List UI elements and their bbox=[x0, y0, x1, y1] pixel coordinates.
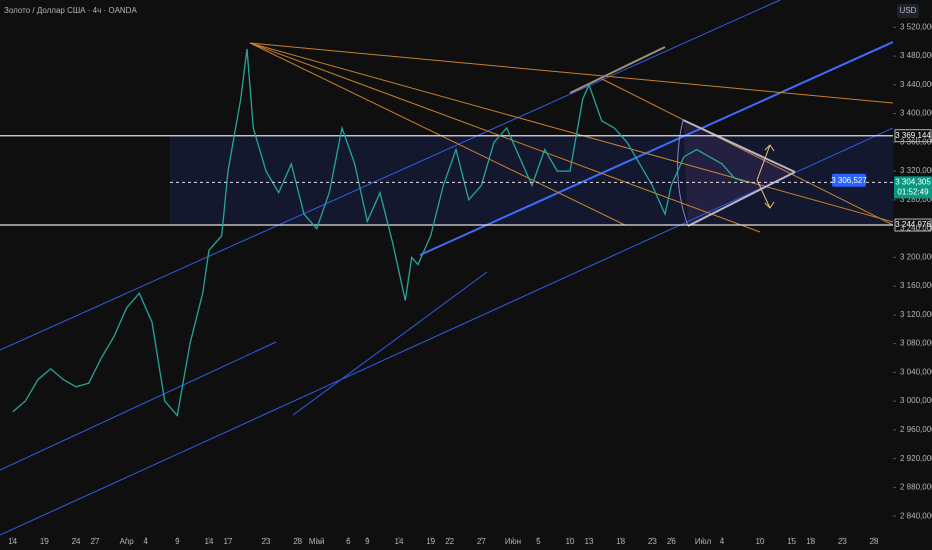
x-tick-label: Май bbox=[309, 537, 325, 546]
current-price-label: 3 304,305 bbox=[895, 177, 931, 186]
x-tick-label: 19 bbox=[40, 537, 49, 546]
x-tick-label: 6 bbox=[346, 537, 351, 546]
y-tick-label: 3 360,000 bbox=[900, 137, 932, 146]
x-tick-label: 23 bbox=[838, 537, 847, 546]
y-tick-label: 3 280,000 bbox=[900, 195, 932, 204]
y-tick-label: 2 880,000 bbox=[900, 483, 932, 492]
trend-line bbox=[249, 42, 894, 223]
alert-label: 3 306,527 bbox=[831, 176, 867, 185]
countdown: 01:52:49 bbox=[897, 187, 929, 196]
y-tick-label: 3 200,000 bbox=[900, 252, 932, 261]
level-label: 3 369,144 bbox=[895, 131, 931, 140]
level-label: 3 244,976 bbox=[895, 220, 931, 229]
x-tick-label: 28 bbox=[293, 537, 302, 546]
x-tick-label: 14 bbox=[395, 537, 404, 546]
alert-box bbox=[832, 173, 866, 187]
x-tick-label: 27 bbox=[477, 537, 486, 546]
trend-line bbox=[569, 46, 666, 94]
x-tick-label: 14 bbox=[8, 537, 17, 546]
drawings bbox=[0, 0, 894, 536]
y-tick-label: 2 920,000 bbox=[900, 454, 932, 463]
channel-line bbox=[0, 127, 894, 536]
x-tick-label: 9 bbox=[175, 537, 180, 546]
y-tick-label: 3 520,000 bbox=[900, 22, 932, 31]
level-label-box bbox=[894, 129, 932, 143]
x-tick-label: 10 bbox=[566, 537, 575, 546]
x-tick-label: 26 bbox=[667, 537, 676, 546]
triangle-line bbox=[682, 119, 796, 173]
x-tick-label: 4 bbox=[720, 537, 725, 546]
underlay bbox=[170, 135, 893, 226]
x-tick-label: 17 bbox=[224, 537, 233, 546]
price-line bbox=[12, 48, 748, 417]
arc bbox=[677, 119, 689, 227]
x-tick-label: 4 bbox=[143, 537, 148, 546]
y-tick-label: 3 120,000 bbox=[900, 310, 932, 319]
channel-line bbox=[292, 271, 488, 416]
x-tick-label: 24 bbox=[72, 537, 81, 546]
x-tick-label: Июн bbox=[505, 537, 521, 546]
channel-line bbox=[0, 0, 781, 351]
trend-line bbox=[249, 42, 894, 104]
x-tick-label: 27 bbox=[91, 537, 100, 546]
y-tick-label: 3 400,000 bbox=[900, 109, 932, 118]
currency: USD bbox=[900, 6, 917, 15]
arrows bbox=[756, 144, 775, 209]
x-tick-label: 5 bbox=[536, 537, 541, 546]
y-tick-label: 3 160,000 bbox=[900, 281, 932, 290]
chart-title: Золото / Доллар США · 4ч · OANDA bbox=[4, 6, 137, 15]
trend-line bbox=[249, 42, 626, 226]
y-tick-label: 3 240,000 bbox=[900, 224, 932, 233]
y-tick-label: 3 080,000 bbox=[900, 339, 932, 348]
y-tick-label: 3 040,000 bbox=[900, 367, 932, 376]
x-tick-label: 14 bbox=[205, 537, 214, 546]
x-tick-label: 18 bbox=[806, 537, 815, 546]
x-tick-label: 9 bbox=[365, 537, 370, 546]
triangle-line bbox=[687, 171, 796, 227]
y-tick-label: 3 440,000 bbox=[900, 80, 932, 89]
triangle-area bbox=[683, 120, 795, 226]
x-tick-label: 18 bbox=[616, 537, 625, 546]
y-tick-label: 3 480,000 bbox=[900, 51, 932, 60]
x-tick-label: 10 bbox=[756, 537, 765, 546]
currency-box bbox=[897, 4, 919, 18]
range-zone bbox=[170, 135, 893, 226]
channel-line bbox=[419, 41, 894, 256]
x-tick-label: 23 bbox=[262, 537, 271, 546]
channel-line bbox=[0, 341, 277, 471]
trend-line bbox=[599, 77, 894, 226]
y-tick-label: 2 840,000 bbox=[900, 511, 932, 520]
y-tick-label: 2 960,000 bbox=[900, 425, 932, 434]
level-label-box bbox=[894, 218, 932, 232]
x-tick-label: 13 bbox=[585, 537, 594, 546]
price-axis bbox=[893, 0, 932, 550]
current-price-box bbox=[894, 176, 932, 199]
x-tick-label: Июл bbox=[695, 537, 712, 546]
trend-line bbox=[249, 42, 761, 233]
x-tick-label: 15 bbox=[787, 537, 796, 546]
x-tick-label: 23 bbox=[648, 537, 657, 546]
y-tick-label: 3 320,000 bbox=[900, 166, 932, 175]
y-tick-label: 3 000,000 bbox=[900, 396, 932, 405]
x-tick-label: 19 bbox=[426, 537, 435, 546]
x-tick-label: 22 bbox=[445, 537, 454, 546]
x-tick-label: Апр bbox=[120, 537, 135, 546]
x-tick-label: 28 bbox=[870, 537, 879, 546]
